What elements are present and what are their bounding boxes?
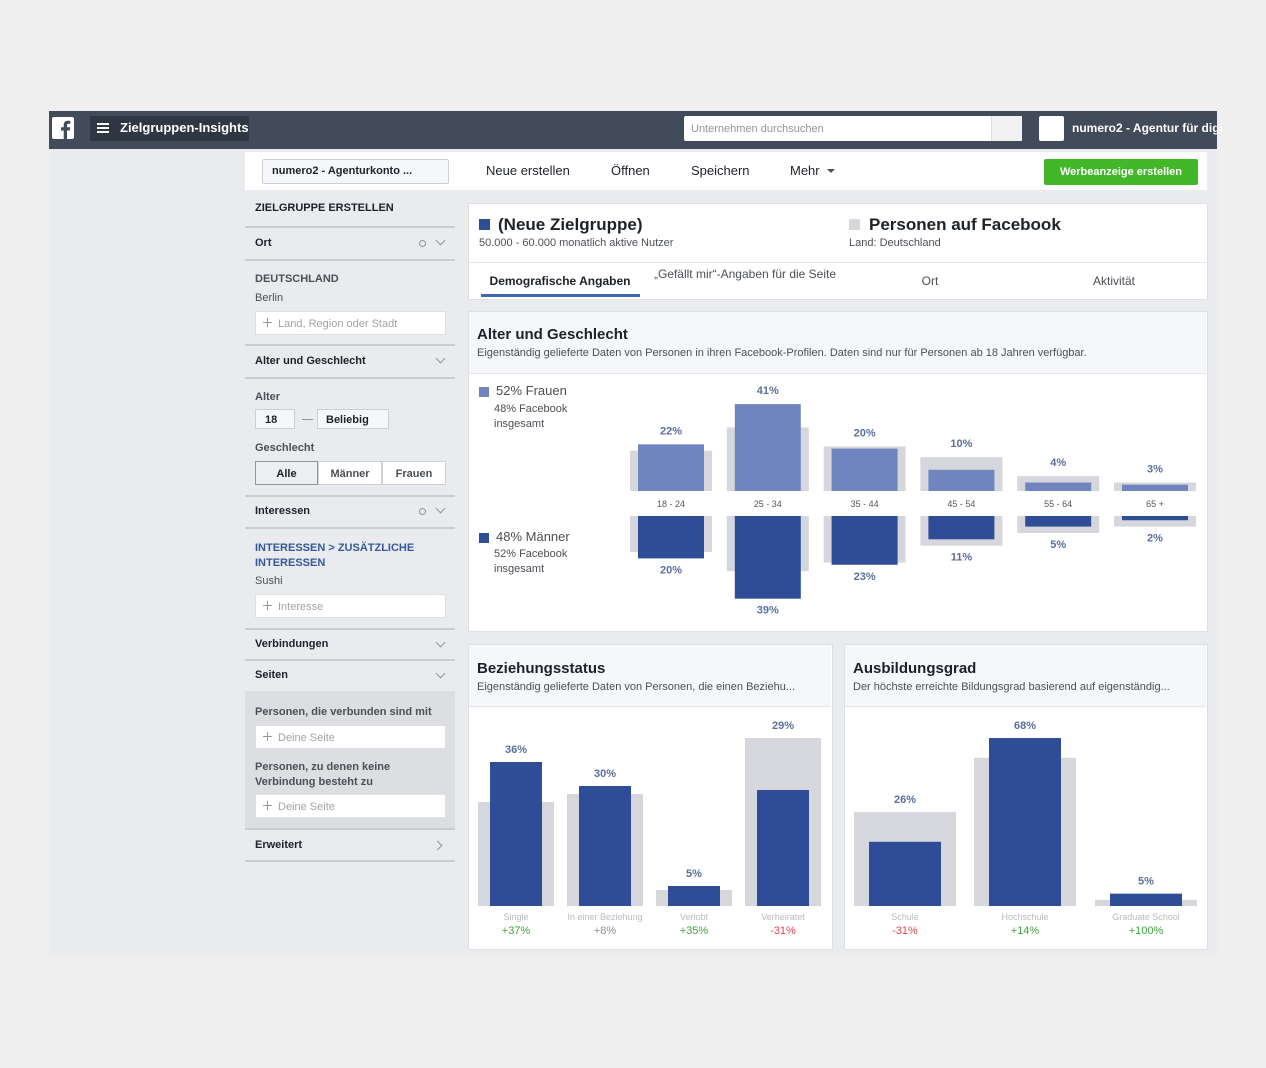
panel-header [469, 312, 1206, 374]
account-logo[interactable] [1039, 116, 1064, 141]
section-label[interactable]: Interessen [255, 505, 311, 517]
divider [245, 828, 455, 830]
app-menu[interactable] [90, 116, 249, 141]
panel-header [469, 645, 831, 707]
section-label[interactable]: Verbindungen [255, 638, 329, 650]
gender-option[interactable]: Frauen [382, 461, 446, 485]
legend-label: 48% Männer [496, 529, 570, 544]
tab-indicator [481, 294, 640, 297]
legend-note: 48% Facebook insgesamt [494, 403, 568, 430]
placeholder: Interesse [278, 601, 324, 613]
gender-option[interactable]: Männer [318, 461, 382, 485]
field-label: Personen, zu denen keine Verbindung best… [255, 761, 391, 788]
panel-title: Ausbildungsgrad [853, 660, 977, 677]
panel-subtitle: Der höchste erreichte Bildungsgrad basie… [853, 681, 1170, 693]
account-select[interactable] [262, 159, 449, 184]
age-to[interactable]: Beliebig [317, 409, 389, 429]
field-label: Alter [255, 391, 281, 403]
search-placeholder: Unternehmen durchsuchen [691, 123, 824, 135]
divider [469, 262, 1206, 263]
divider [245, 344, 455, 346]
field-label: Geschlecht [255, 442, 315, 454]
header-panel [468, 203, 1208, 300]
placeholder: Deine Seite [278, 801, 335, 813]
menu-icon[interactable] [97, 123, 109, 133]
search-button[interactable] [991, 116, 1022, 141]
divider [245, 659, 455, 661]
tab[interactable]: Demografische Angaben [489, 274, 631, 288]
toolbar-button[interactable]: Neue erstellen [486, 163, 570, 178]
divider [245, 226, 455, 228]
tab[interactable]: Aktivität [1092, 274, 1135, 288]
placeholder: Land, Region oder Stadt [278, 318, 398, 330]
section-label[interactable]: Alter und Geschlecht [255, 355, 366, 367]
dash [302, 419, 313, 420]
toolbar-button[interactable]: Speichern [691, 163, 750, 178]
age-from[interactable]: 18 [255, 409, 295, 429]
gear-icon[interactable] [419, 508, 426, 515]
city: Berlin [255, 292, 284, 304]
cta-button[interactable] [1044, 159, 1198, 185]
section-label[interactable]: Erweitert [255, 839, 303, 851]
tab[interactable]: „Gefällt mir“-Angaben für die Seite [653, 267, 837, 281]
toolbar-button[interactable]: Mehr [790, 163, 820, 178]
panel-header [845, 645, 1206, 707]
legend-swatch [479, 533, 489, 543]
audience-title: (Neue Zielgruppe) [498, 215, 643, 234]
facebook-logo[interactable] [52, 117, 74, 139]
gear-icon[interactable] [419, 240, 426, 247]
legend-swatch [479, 387, 489, 397]
account-select-label[interactable]: numero2 - Agenturkonto ... [272, 165, 413, 177]
account-name[interactable]: numero2 - Agentur für digi [1072, 121, 1223, 135]
sidebar-heading: ZIELGRUPPE ERSTELLEN [255, 202, 394, 214]
caret [827, 169, 835, 177]
audience-swatch [479, 219, 490, 230]
tab[interactable]: Ort [921, 274, 939, 288]
panel-subtitle: Eigenständig gelieferte Daten von Person… [477, 347, 1087, 359]
panel-subtitle: Eigenständig gelieferte Daten von Person… [477, 681, 795, 693]
section-label[interactable]: Seiten [255, 669, 289, 681]
compare-title: Personen auf Facebook [869, 215, 1061, 234]
page-input[interactable]: Deine Seite [255, 725, 446, 749]
divider [245, 527, 455, 529]
toolbar-button[interactable]: Öffnen [611, 163, 650, 178]
audience-size: 50.000 - 60.000 monatlich aktive Nutzer [479, 237, 674, 249]
compare-location: Land: Deutschland [849, 237, 941, 249]
page-input[interactable]: Deine Seite [255, 794, 446, 818]
divider [245, 628, 455, 630]
placeholder: Deine Seite [278, 732, 335, 744]
interest-input[interactable]: Interesse [255, 594, 446, 618]
location-input[interactable]: Land, Region oder Stadt [255, 311, 446, 335]
cta-label[interactable]: Werbeanzeige erstellen [1059, 166, 1183, 178]
divider [245, 377, 455, 379]
field-label: Personen, die verbunden sind mit [255, 706, 432, 718]
section-label[interactable]: Ort [255, 237, 272, 249]
panel-title: Beziehungsstatus [477, 660, 606, 677]
divider [245, 860, 455, 862]
search-box[interactable] [684, 116, 1021, 141]
compare-swatch [849, 219, 860, 230]
country: DEUTSCHLAND [255, 273, 339, 285]
divider [245, 495, 455, 497]
interest-item: Sushi [255, 575, 283, 587]
interest-path[interactable]: INTERESSEN > ZUSÄTZLICHE INTERESSEN [255, 542, 415, 569]
divider [245, 259, 455, 261]
legend-label: 52% Frauen [496, 383, 567, 398]
legend-note: 52% Facebook insgesamt [494, 548, 568, 575]
gender-option[interactable]: Alle [255, 461, 318, 485]
panel-title: Alter und Geschlecht [477, 326, 628, 343]
app-title: Zielgruppen-Insights [120, 120, 249, 135]
